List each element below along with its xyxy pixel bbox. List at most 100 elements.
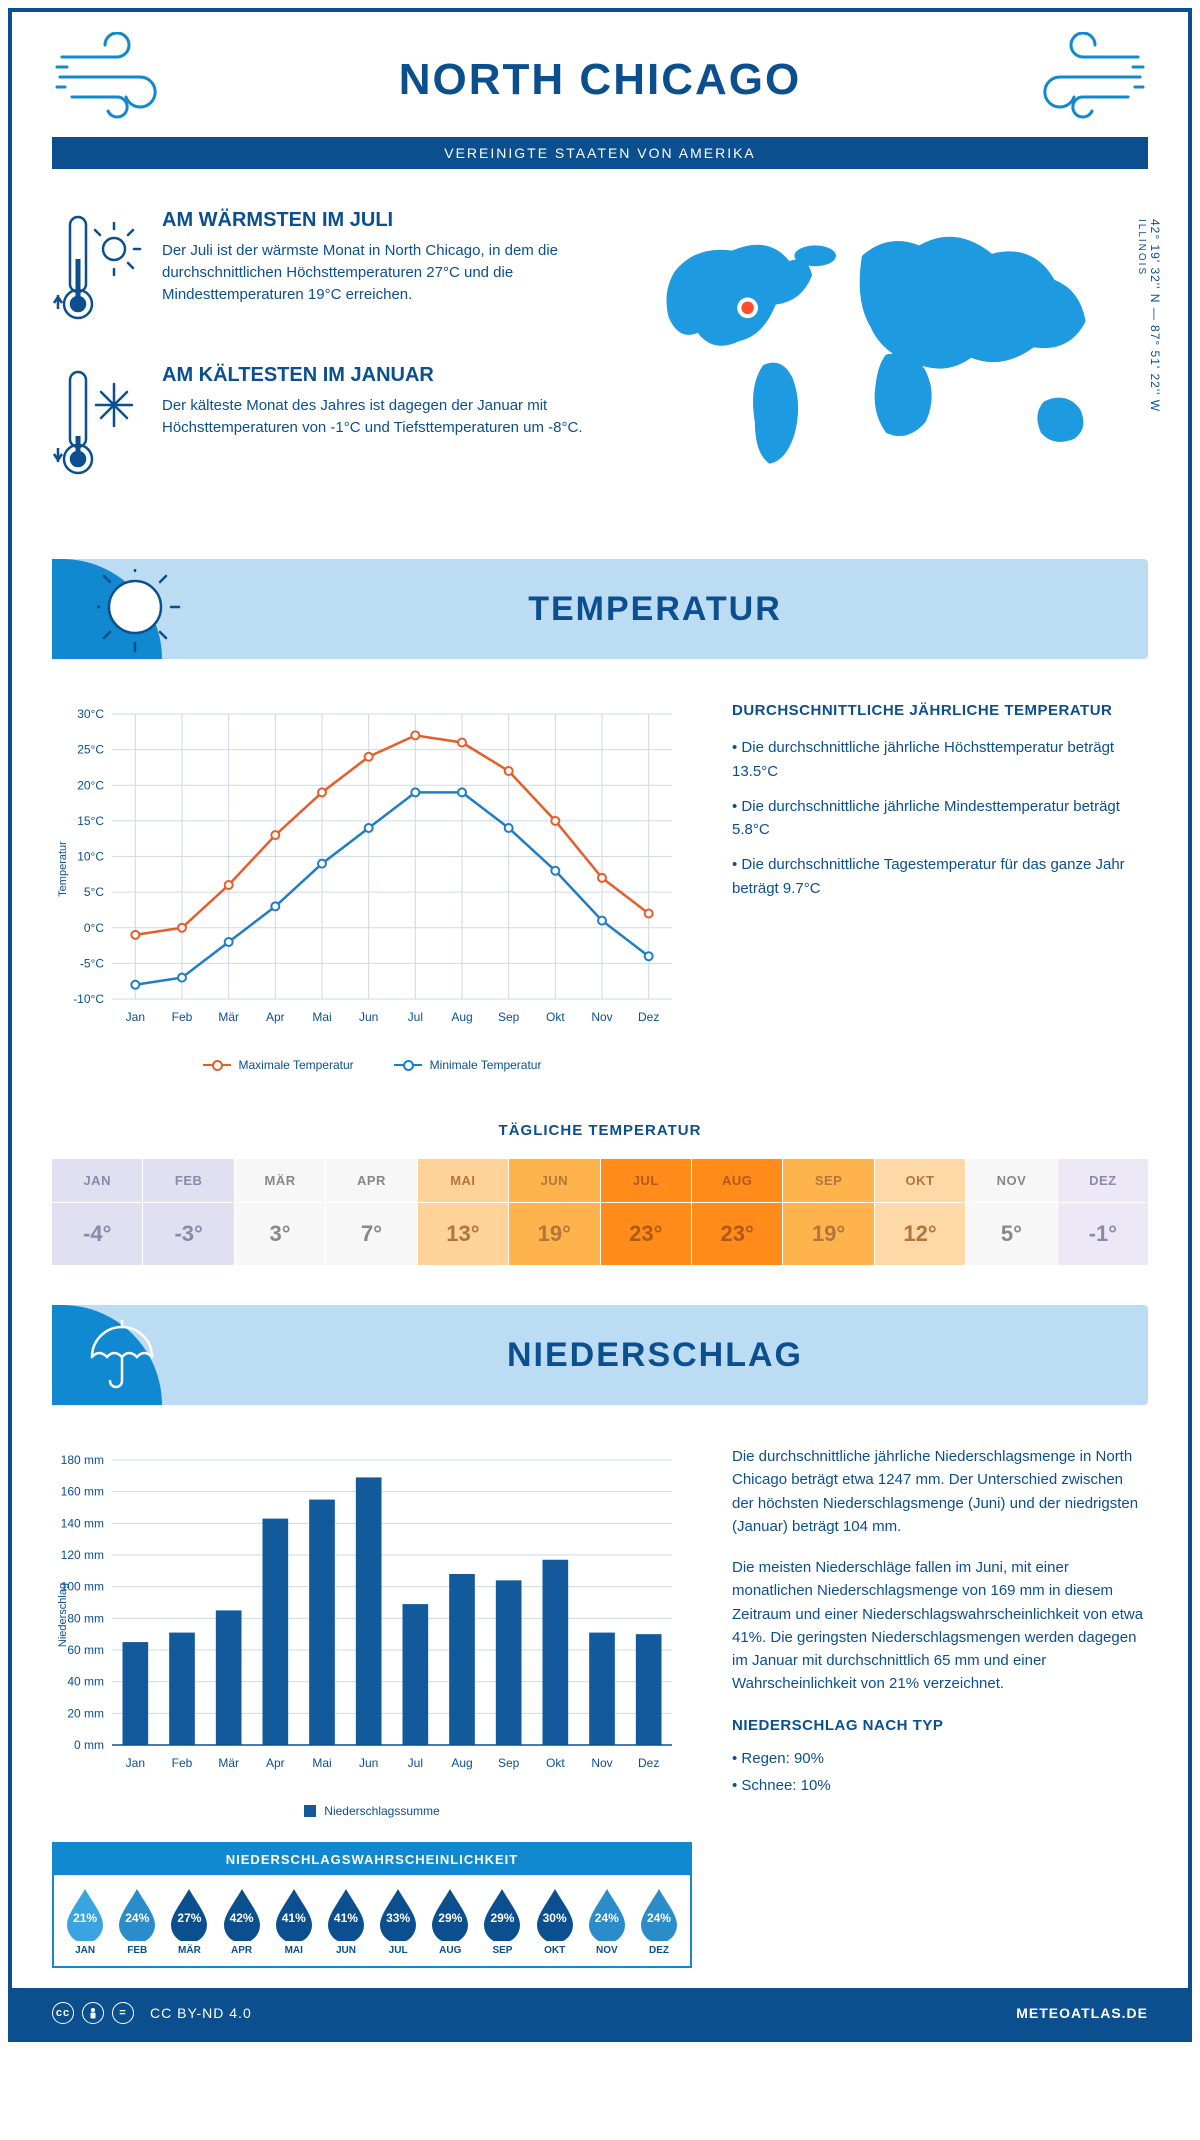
- svg-text:Sep: Sep: [498, 1756, 520, 1770]
- prob-cell: 33%JUL: [373, 1887, 423, 1956]
- subtitle: VEREINIGTE STAATEN VON AMERIKA: [52, 137, 1148, 169]
- daily-temp-month: JUN: [509, 1159, 599, 1202]
- svg-text:Apr: Apr: [266, 1756, 285, 1770]
- daily-temp-cell: SEP19°: [783, 1159, 874, 1265]
- svg-text:0°C: 0°C: [84, 921, 104, 935]
- svg-text:-5°C: -5°C: [80, 956, 104, 970]
- prob-cell: 24%FEB: [112, 1887, 162, 1956]
- svg-text:Nov: Nov: [591, 1010, 612, 1024]
- state-label: ILLINOIS: [1136, 219, 1147, 276]
- prob-month: JUL: [373, 1945, 423, 1956]
- prob-month: MAI: [269, 1945, 319, 1956]
- svg-text:Mai: Mai: [312, 1010, 331, 1024]
- brand: METEOATLAS.DE: [1016, 2005, 1148, 2021]
- daily-temp-value: 19°: [783, 1202, 873, 1265]
- daily-temp-cell: JAN-4°: [52, 1159, 143, 1265]
- prob-month: AUG: [425, 1945, 475, 1956]
- raindrop-icon: 24%: [637, 1887, 681, 1941]
- coordinates: 42° 19' 32'' N — 87° 51' 22'' W ILLINOIS: [1134, 219, 1162, 412]
- raindrop-icon: 41%: [272, 1887, 316, 1941]
- prob-month: NOV: [582, 1945, 632, 1956]
- temperature-header: TEMPERATUR: [52, 559, 1148, 659]
- precip-legend-label: Niederschlagssumme: [324, 1804, 439, 1818]
- daily-temp-cell: NOV5°: [966, 1159, 1057, 1265]
- svg-text:Dez: Dez: [638, 1010, 659, 1024]
- daily-temp-cell: AUG23°: [692, 1159, 783, 1265]
- svg-text:10°C: 10°C: [77, 850, 104, 864]
- coords-text: 42° 19' 32'' N — 87° 51' 22'' W: [1148, 219, 1162, 412]
- raindrop-icon: 30%: [533, 1887, 577, 1941]
- daily-temp-month: APR: [326, 1159, 416, 1202]
- sun-icon: [97, 569, 187, 664]
- daily-temp-month: SEP: [783, 1159, 873, 1202]
- daily-temp-value: -4°: [52, 1202, 142, 1265]
- daily-temp-month: MAI: [418, 1159, 508, 1202]
- svg-text:120 mm: 120 mm: [61, 1548, 104, 1562]
- prob-cell: 24%DEZ: [634, 1887, 684, 1956]
- svg-text:15°C: 15°C: [77, 814, 104, 828]
- legend-min: Minimale Temperatur: [430, 1058, 542, 1072]
- prob-cell: 27%MÄR: [164, 1887, 214, 1956]
- raindrop-icon: 21%: [63, 1887, 107, 1941]
- svg-text:20 mm: 20 mm: [67, 1706, 104, 1720]
- svg-text:Jul: Jul: [408, 1756, 423, 1770]
- prob-month: OKT: [530, 1945, 580, 1956]
- world-map: 42° 19' 32'' N — 87° 51' 22'' W ILLINOIS: [628, 209, 1148, 519]
- warmest-text: Der Juli ist der wärmste Monat in North …: [162, 240, 598, 305]
- raindrop-icon: 24%: [115, 1887, 159, 1941]
- svg-text:Okt: Okt: [546, 1756, 565, 1770]
- svg-text:Nov: Nov: [591, 1756, 612, 1770]
- prob-month: JAN: [60, 1945, 110, 1956]
- svg-text:Feb: Feb: [172, 1756, 193, 1770]
- coldest-title: AM KÄLTESTEN IM JANUAR: [162, 364, 598, 387]
- svg-text:-10°C: -10°C: [73, 992, 104, 1006]
- raindrop-icon: 42%: [220, 1887, 264, 1941]
- precip-title: NIEDERSCHLAG: [162, 1336, 1148, 1375]
- raindrop-icon: 27%: [167, 1887, 211, 1941]
- by-icon: [82, 2002, 104, 2024]
- daily-temp-month: FEB: [143, 1159, 233, 1202]
- daily-temp-title: TÄGLICHE TEMPERATUR: [12, 1122, 1188, 1139]
- daily-temp-cell: FEB-3°: [143, 1159, 234, 1265]
- svg-text:Apr: Apr: [266, 1010, 285, 1024]
- prob-cell: 30% OKT: [530, 1887, 580, 1956]
- svg-text:Mai: Mai: [312, 1756, 331, 1770]
- daily-temp-month: AUG: [692, 1159, 782, 1202]
- prob-title: NIEDERSCHLAGSWAHRSCHEINLICHKEIT: [54, 1844, 690, 1875]
- svg-text:Jul: Jul: [408, 1010, 423, 1024]
- daily-temp-cell: MAI13°: [418, 1159, 509, 1265]
- svg-text:Dez: Dez: [638, 1756, 659, 1770]
- daily-temp-value: 19°: [509, 1202, 599, 1265]
- svg-text:Jun: Jun: [359, 1010, 378, 1024]
- prob-cell: 42% APR: [217, 1887, 267, 1956]
- infographic-frame: NORTH CHICAGO VEREINIGTE STAATEN VON AME…: [8, 8, 1192, 2042]
- wind-icon-right: [1008, 32, 1148, 127]
- svg-text:Temperatur: Temperatur: [57, 841, 69, 897]
- daily-temp-cell: DEZ-1°: [1058, 1159, 1148, 1265]
- svg-text:Mär: Mär: [218, 1756, 239, 1770]
- daily-temp-grid: JAN-4°FEB-3°MÄR3°APR7°MAI13°JUN19°JUL23°…: [52, 1159, 1148, 1265]
- precip-para-2: Die meisten Niederschläge fallen im Juni…: [732, 1556, 1148, 1696]
- prob-cell: 29%AUG: [425, 1887, 475, 1956]
- daily-temp-cell: OKT12°: [875, 1159, 966, 1265]
- svg-text:Aug: Aug: [451, 1010, 472, 1024]
- temp-bullet-3: • Die durchschnittliche Tagestemperatur …: [732, 853, 1148, 900]
- daily-temp-cell: MÄR3°: [235, 1159, 326, 1265]
- svg-text:60 mm: 60 mm: [67, 1643, 104, 1657]
- daily-temp-value: 3°: [235, 1202, 325, 1265]
- svg-text:Jan: Jan: [126, 1010, 145, 1024]
- prob-cell: 41%JUN: [321, 1887, 371, 1956]
- svg-text:Niederschlag: Niederschlag: [57, 1583, 69, 1647]
- daily-temp-value: -3°: [143, 1202, 233, 1265]
- svg-text:30°C: 30°C: [77, 707, 104, 721]
- prob-month: APR: [217, 1945, 267, 1956]
- daily-temp-month: MÄR: [235, 1159, 325, 1202]
- temp-bullet-2: • Die durchschnittliche jährliche Mindes…: [732, 795, 1148, 842]
- thermometer-hot-icon: [52, 209, 142, 334]
- warmest-title: AM WÄRMSTEN IM JULI: [162, 209, 598, 232]
- daily-temp-cell: JUL23°: [601, 1159, 692, 1265]
- precip-summary: Die durchschnittliche jährliche Niedersc…: [732, 1445, 1148, 1968]
- raindrop-icon: 41%: [324, 1887, 368, 1941]
- legend-max: Maximale Temperatur: [239, 1058, 354, 1072]
- precip-type-1: • Regen: 90%: [732, 1747, 1148, 1770]
